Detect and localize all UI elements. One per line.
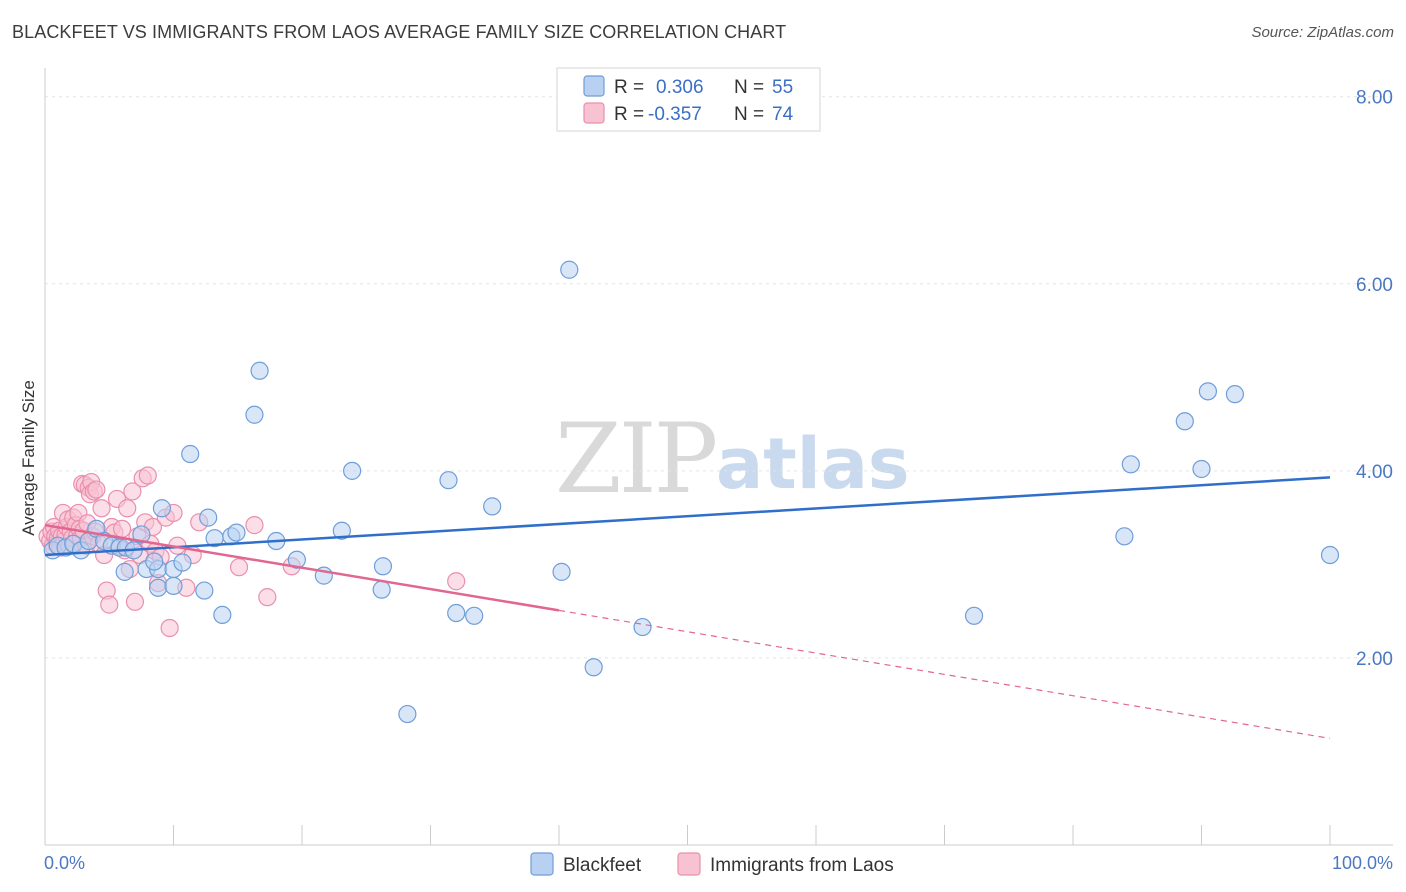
point-blackfeet bbox=[115, 562, 134, 581]
legend-r-label-laos: R = bbox=[614, 104, 644, 125]
y-tick-label: 4.00 bbox=[1356, 462, 1393, 483]
point-blackfeet bbox=[372, 580, 391, 599]
point-blackfeet bbox=[332, 521, 351, 540]
point-blackfeet bbox=[447, 603, 466, 623]
point-laos bbox=[118, 499, 137, 518]
bottom-legend-swatch-blackfeet bbox=[530, 852, 554, 876]
point-blackfeet bbox=[398, 704, 417, 724]
legend-r-value-blackfeet: 0.306 bbox=[656, 77, 704, 98]
point-blackfeet bbox=[1320, 545, 1340, 565]
point-blackfeet bbox=[552, 562, 571, 581]
source-credit: Source: ZipAtlas.com bbox=[1251, 24, 1394, 41]
point-laos bbox=[112, 519, 132, 538]
point-blackfeet bbox=[164, 576, 183, 596]
point-blackfeet bbox=[227, 523, 246, 542]
point-blackfeet bbox=[145, 552, 164, 571]
correlation-legend: R = 0.306 N = 55 R = -0.357 N = 74 bbox=[556, 67, 821, 132]
point-blackfeet bbox=[465, 606, 484, 625]
x-tick-label-min: 0.0% bbox=[44, 853, 85, 873]
legend-n-value-blackfeet: 55 bbox=[772, 77, 793, 98]
point-blackfeet bbox=[633, 617, 652, 637]
watermark-atlas: atlas bbox=[716, 423, 910, 505]
point-blackfeet bbox=[439, 471, 458, 490]
point-laos bbox=[447, 572, 466, 591]
point-blackfeet bbox=[1225, 385, 1245, 404]
point-laos bbox=[92, 499, 111, 518]
legend-r-label-blackfeet: R = bbox=[614, 77, 644, 98]
point-laos bbox=[100, 595, 119, 614]
point-blackfeet bbox=[287, 550, 306, 569]
y-axis-label: Average Family Size bbox=[19, 380, 38, 536]
x-tick-label-max: 100.0% bbox=[1332, 853, 1393, 873]
series-legend: Blackfeet Immigrants from Laos bbox=[530, 852, 894, 876]
point-blackfeet bbox=[1121, 455, 1140, 474]
y-tick-label: 6.00 bbox=[1356, 275, 1393, 296]
bottom-legend-label-blackfeet: Blackfeet bbox=[563, 855, 642, 876]
y-tick-label: 2.00 bbox=[1356, 649, 1393, 670]
y-tick-label: 8.00 bbox=[1356, 88, 1393, 109]
chart-title: BLACKFEET VS IMMIGRANTS FROM LAOS AVERAG… bbox=[12, 22, 787, 42]
point-blackfeet bbox=[132, 525, 151, 544]
point-blackfeet bbox=[1192, 459, 1211, 479]
point-blackfeet bbox=[213, 605, 232, 625]
point-laos bbox=[229, 558, 249, 577]
point-blackfeet bbox=[181, 444, 200, 464]
bottom-legend-label-laos: Immigrants from Laos bbox=[710, 855, 894, 876]
watermark-zip: ZIP bbox=[555, 403, 716, 515]
legend-r-value-laos: -0.357 bbox=[648, 104, 702, 125]
point-blackfeet bbox=[195, 581, 214, 600]
point-blackfeet bbox=[1115, 527, 1134, 546]
point-blackfeet bbox=[1198, 382, 1218, 401]
point-blackfeet bbox=[250, 361, 269, 380]
point-laos bbox=[160, 618, 179, 638]
point-laos bbox=[138, 466, 157, 485]
bottom-legend-swatch-laos bbox=[677, 852, 701, 876]
legend-swatch-blackfeet bbox=[583, 75, 605, 97]
point-blackfeet bbox=[483, 497, 502, 516]
legend-swatch-laos bbox=[583, 102, 605, 124]
point-laos bbox=[87, 480, 106, 499]
point-blackfeet bbox=[199, 508, 218, 527]
point-blackfeet bbox=[964, 606, 984, 625]
point-laos bbox=[125, 592, 145, 611]
point-laos bbox=[245, 516, 264, 535]
blackfeet-points bbox=[43, 260, 1340, 724]
point-blackfeet bbox=[152, 499, 172, 518]
axes bbox=[44, 68, 1393, 846]
point-blackfeet bbox=[584, 658, 603, 677]
point-blackfeet bbox=[560, 260, 579, 279]
trend-line-laos bbox=[44, 523, 560, 612]
gridlines bbox=[45, 96, 1393, 659]
point-blackfeet bbox=[343, 461, 362, 480]
legend-n-value-laos: 74 bbox=[772, 104, 794, 125]
point-blackfeet bbox=[245, 405, 264, 424]
point-blackfeet bbox=[373, 557, 393, 576]
point-blackfeet bbox=[1175, 412, 1194, 431]
point-laos bbox=[123, 482, 142, 501]
trend-lines bbox=[44, 476, 1331, 739]
point-blackfeet bbox=[173, 553, 192, 572]
point-laos bbox=[258, 588, 277, 607]
trend-line-extension-laos bbox=[558, 609, 1331, 739]
legend-n-label-laos: N = bbox=[734, 104, 764, 125]
point-blackfeet bbox=[148, 578, 168, 597]
legend-n-label-blackfeet: N = bbox=[734, 77, 764, 98]
trend-line-blackfeet bbox=[44, 476, 1331, 557]
y-tick-labels: 2.00 4.00 6.00 8.00 bbox=[1356, 88, 1393, 670]
